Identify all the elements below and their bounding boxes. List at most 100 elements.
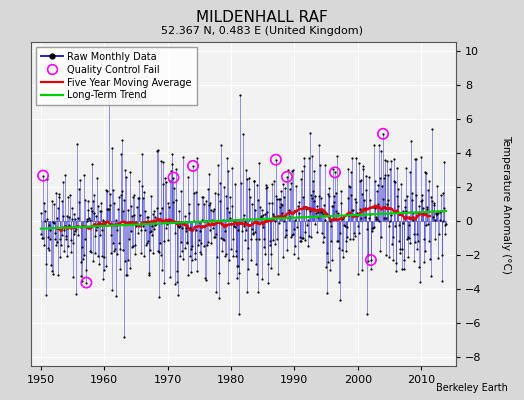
Point	[68, 205, 76, 211]
Point	[56, 236, 64, 242]
Point	[117, 188, 126, 194]
Point	[422, 222, 430, 228]
Point	[328, 203, 336, 209]
Point	[384, 197, 392, 203]
Point	[211, 190, 220, 196]
Point	[300, 163, 308, 169]
Point	[370, 178, 379, 184]
Point	[419, 205, 428, 212]
Point	[163, 220, 171, 226]
Point	[151, 214, 159, 220]
Point	[244, 244, 253, 251]
Point	[299, 235, 307, 241]
Point	[280, 193, 289, 200]
Point	[71, 216, 79, 223]
Point	[304, 154, 313, 161]
Point	[107, 232, 115, 238]
Point	[351, 196, 359, 202]
Point	[418, 197, 426, 203]
Point	[222, 193, 230, 200]
Point	[245, 174, 254, 181]
Point	[376, 175, 384, 181]
Point	[308, 152, 316, 159]
Point	[381, 252, 390, 258]
Point	[58, 198, 66, 204]
Point	[117, 151, 125, 157]
Point	[186, 253, 194, 259]
Point	[363, 226, 372, 232]
Point	[300, 154, 309, 161]
Point	[44, 245, 52, 251]
Point	[277, 201, 286, 208]
Point	[249, 230, 257, 236]
Point	[363, 310, 371, 317]
Point	[278, 202, 286, 208]
Point	[342, 224, 351, 230]
Point	[199, 242, 208, 249]
Point	[263, 184, 271, 190]
Point	[313, 229, 321, 235]
Point	[119, 208, 127, 214]
Point	[90, 210, 99, 216]
Point	[276, 196, 285, 202]
Point	[401, 204, 409, 210]
Point	[134, 194, 143, 201]
Point	[171, 196, 180, 203]
Point	[343, 234, 351, 240]
Point	[88, 161, 96, 167]
Point	[421, 169, 429, 175]
Point	[70, 211, 79, 218]
Point	[384, 172, 392, 178]
Point	[392, 165, 401, 171]
Point	[354, 222, 362, 229]
Point	[256, 204, 264, 210]
Point	[347, 192, 355, 199]
Point	[398, 220, 407, 226]
Point	[259, 224, 267, 230]
Point	[105, 191, 114, 198]
Point	[430, 202, 438, 208]
Point	[187, 246, 195, 252]
Point	[149, 250, 158, 256]
Point	[417, 154, 425, 160]
Point	[73, 223, 81, 229]
Point	[380, 172, 389, 178]
Point	[237, 180, 245, 186]
Point	[272, 193, 280, 199]
Point	[299, 194, 308, 200]
Point	[396, 246, 404, 252]
Point	[389, 156, 398, 162]
Point	[226, 215, 234, 222]
Point	[163, 237, 172, 243]
Point	[367, 266, 376, 272]
Point	[191, 227, 200, 233]
Point	[180, 244, 189, 251]
Point	[331, 208, 340, 214]
Point	[260, 244, 268, 250]
Point	[93, 174, 102, 181]
Point	[209, 208, 217, 214]
Point	[435, 231, 443, 238]
Point	[388, 241, 396, 248]
Point	[184, 201, 193, 207]
Point	[97, 226, 106, 233]
Point	[248, 231, 257, 237]
Point	[229, 252, 237, 259]
Point	[320, 202, 329, 208]
Point	[432, 210, 440, 216]
Point	[273, 196, 281, 202]
Point	[155, 294, 163, 300]
Point	[105, 92, 113, 99]
Text: Berkeley Earth: Berkeley Earth	[436, 383, 508, 393]
Point	[210, 206, 219, 212]
Point	[171, 230, 179, 236]
Point	[330, 199, 338, 205]
Point	[267, 250, 275, 257]
Point	[240, 223, 248, 230]
Point	[397, 180, 405, 187]
Point	[93, 224, 101, 230]
Point	[316, 194, 325, 201]
Point	[217, 235, 226, 241]
Point	[289, 167, 297, 173]
Point	[129, 194, 137, 200]
